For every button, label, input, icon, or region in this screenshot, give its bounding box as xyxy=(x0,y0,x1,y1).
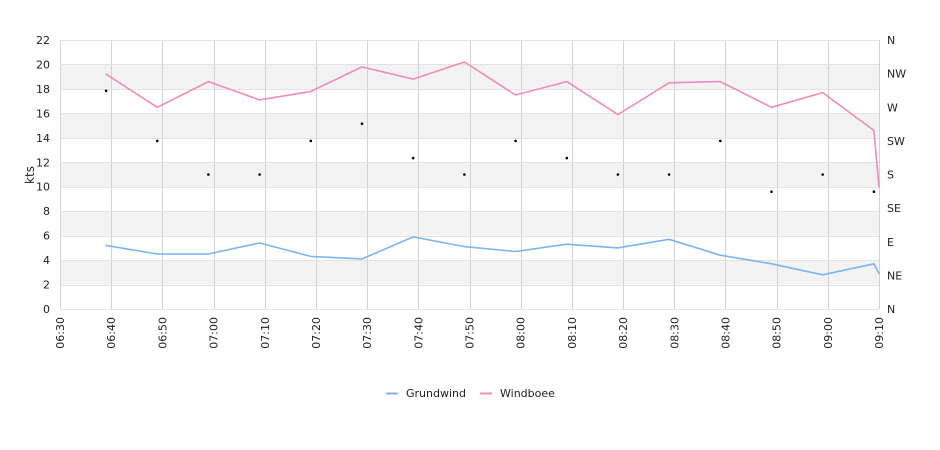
x-tick-label: 06:40 xyxy=(105,317,118,349)
y-tick-label: 12 xyxy=(36,156,50,169)
right-axis-ticks: N NE E SE S SW W NW N xyxy=(887,34,906,316)
x-tick-label: 09:10 xyxy=(873,317,886,349)
legend-item-windboee: Windboee xyxy=(480,387,555,400)
direction-point xyxy=(770,190,773,193)
direction-tick-label: NW xyxy=(887,68,906,81)
series-line-windboee xyxy=(105,61,880,188)
direction-point xyxy=(411,156,415,160)
x-tick-label: 07:00 xyxy=(208,317,221,349)
direction-tick-label: NE xyxy=(887,269,902,282)
direction-point xyxy=(309,139,313,143)
legend-label: Grundwind xyxy=(406,387,466,400)
direction-tick-label: SW xyxy=(887,135,905,148)
direction-points xyxy=(104,89,876,193)
direction-tick-label: N xyxy=(887,34,895,47)
legend-label: Windboee xyxy=(500,387,555,400)
y-tick-label: 4 xyxy=(43,254,50,267)
x-tick-label: 08:20 xyxy=(617,317,630,349)
y-tick-label: 14 xyxy=(36,132,50,145)
direction-tick-label: S xyxy=(887,169,894,182)
horizontal-gridlines xyxy=(60,40,879,310)
direction-point xyxy=(463,173,466,176)
x-tick-label: 07:40 xyxy=(412,317,425,349)
x-tick-label: 06:30 xyxy=(54,317,67,349)
series-lines xyxy=(105,61,880,276)
x-tick-label: 06:50 xyxy=(156,317,169,349)
plot-band xyxy=(60,211,879,236)
x-tick-label: 08:30 xyxy=(668,317,681,349)
direction-tick-label: SE xyxy=(887,202,901,215)
direction-point xyxy=(616,173,620,176)
direction-point xyxy=(104,89,108,93)
x-tick-label: 07:50 xyxy=(464,317,477,349)
x-tick-label: 08:50 xyxy=(771,317,784,349)
y-tick-label: 10 xyxy=(36,181,50,194)
x-tick-label: 08:10 xyxy=(566,317,579,349)
y-tick-label: 0 xyxy=(43,303,50,316)
direction-point xyxy=(207,173,210,176)
legend: Grundwind Windboee xyxy=(386,387,555,400)
direction-point xyxy=(258,173,261,176)
y-tick-label: 8 xyxy=(43,205,50,218)
y-tick-label: 16 xyxy=(36,107,50,120)
plot-band xyxy=(60,162,879,187)
x-tick-label: 07:20 xyxy=(310,317,323,349)
x-tick-label: 08:40 xyxy=(719,317,732,349)
x-axis-ticks: 06:30 06:40 06:50 07:00 07:10 07:20 07:30 07:40… xyxy=(54,317,886,349)
x-tick-label: 09:00 xyxy=(822,317,835,349)
plot-band xyxy=(60,113,879,138)
y-tick-label: 18 xyxy=(36,83,50,96)
plot-band xyxy=(60,64,879,89)
x-tick-label: 08:00 xyxy=(515,317,528,349)
left-axis-ticks: 0 2 4 6 8 10 12 14 16 18 20 22 xyxy=(36,34,50,316)
x-tick-label: 07:30 xyxy=(361,317,374,349)
direction-point xyxy=(156,139,159,143)
direction-point xyxy=(821,173,824,176)
direction-point xyxy=(719,139,722,143)
legend-item-grundwind: Grundwind xyxy=(386,387,466,400)
direction-tick-label: E xyxy=(887,236,894,249)
y-tick-label: 22 xyxy=(36,34,50,47)
direction-point xyxy=(565,156,569,160)
direction-point xyxy=(872,190,876,193)
y-tick-label: 6 xyxy=(43,230,50,243)
y-tick-label: 20 xyxy=(36,58,50,71)
direction-tick-label: N xyxy=(887,303,895,316)
series-line-grundwind xyxy=(105,236,880,276)
direction-point xyxy=(667,173,671,176)
y-axis-label: kts xyxy=(23,166,37,184)
y-tick-label: 2 xyxy=(43,279,50,292)
direction-point xyxy=(360,122,364,125)
x-tick-label: 07:10 xyxy=(259,317,272,349)
plot-bands xyxy=(60,64,879,285)
plot-band xyxy=(60,260,879,285)
direction-tick-label: W xyxy=(887,101,898,114)
direction-point xyxy=(514,139,517,143)
